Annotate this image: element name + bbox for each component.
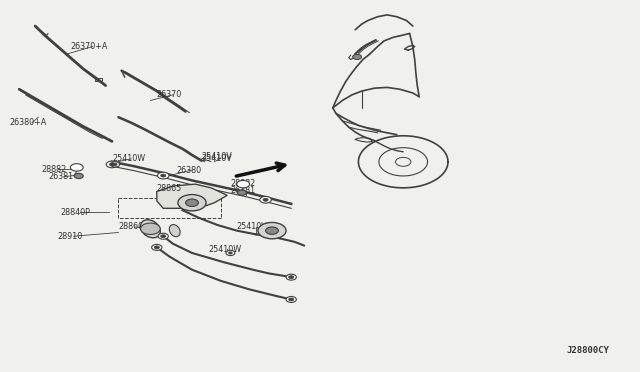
Text: 28865: 28865 — [157, 184, 182, 193]
Text: 25410W: 25410W — [112, 154, 145, 163]
Text: 28910: 28910 — [58, 232, 83, 241]
Text: 25410V: 25410V — [202, 153, 232, 161]
Ellipse shape — [140, 220, 161, 238]
Circle shape — [178, 195, 206, 211]
Text: 28882: 28882 — [230, 179, 255, 188]
Circle shape — [258, 222, 286, 239]
Text: 26381: 26381 — [230, 186, 255, 195]
Circle shape — [109, 163, 115, 166]
Circle shape — [226, 250, 235, 256]
Circle shape — [152, 244, 162, 250]
Circle shape — [286, 296, 296, 302]
Text: 25410V: 25410V — [202, 154, 232, 163]
Text: 28860: 28860 — [118, 222, 143, 231]
Text: 26370: 26370 — [157, 90, 182, 99]
Text: 26370+A: 26370+A — [70, 42, 108, 51]
Circle shape — [70, 164, 83, 171]
Text: 25410V: 25410V — [237, 222, 268, 231]
Text: 25410W: 25410W — [208, 245, 241, 254]
Ellipse shape — [170, 225, 180, 237]
Text: 28882: 28882 — [42, 165, 67, 174]
Circle shape — [106, 161, 118, 168]
Circle shape — [289, 276, 294, 279]
Circle shape — [74, 173, 83, 179]
Circle shape — [263, 198, 268, 201]
Circle shape — [289, 298, 294, 301]
Circle shape — [286, 274, 296, 280]
Circle shape — [154, 246, 159, 249]
Circle shape — [186, 199, 198, 206]
Text: 26380+A: 26380+A — [10, 118, 47, 127]
Bar — [95, 78, 102, 81]
Text: 26380: 26380 — [176, 166, 201, 174]
Text: 26381: 26381 — [48, 172, 73, 181]
Circle shape — [353, 54, 362, 60]
Circle shape — [237, 180, 250, 188]
Circle shape — [161, 235, 166, 238]
Polygon shape — [157, 184, 227, 208]
Text: 28840P: 28840P — [61, 208, 91, 217]
Circle shape — [111, 162, 120, 167]
Circle shape — [266, 227, 278, 234]
Circle shape — [228, 252, 232, 254]
Circle shape — [157, 172, 169, 179]
Text: J28800CY: J28800CY — [566, 346, 609, 355]
Circle shape — [237, 190, 246, 195]
Circle shape — [161, 174, 166, 177]
Circle shape — [141, 223, 160, 234]
Circle shape — [158, 233, 168, 239]
Circle shape — [113, 163, 117, 166]
Circle shape — [260, 196, 271, 203]
